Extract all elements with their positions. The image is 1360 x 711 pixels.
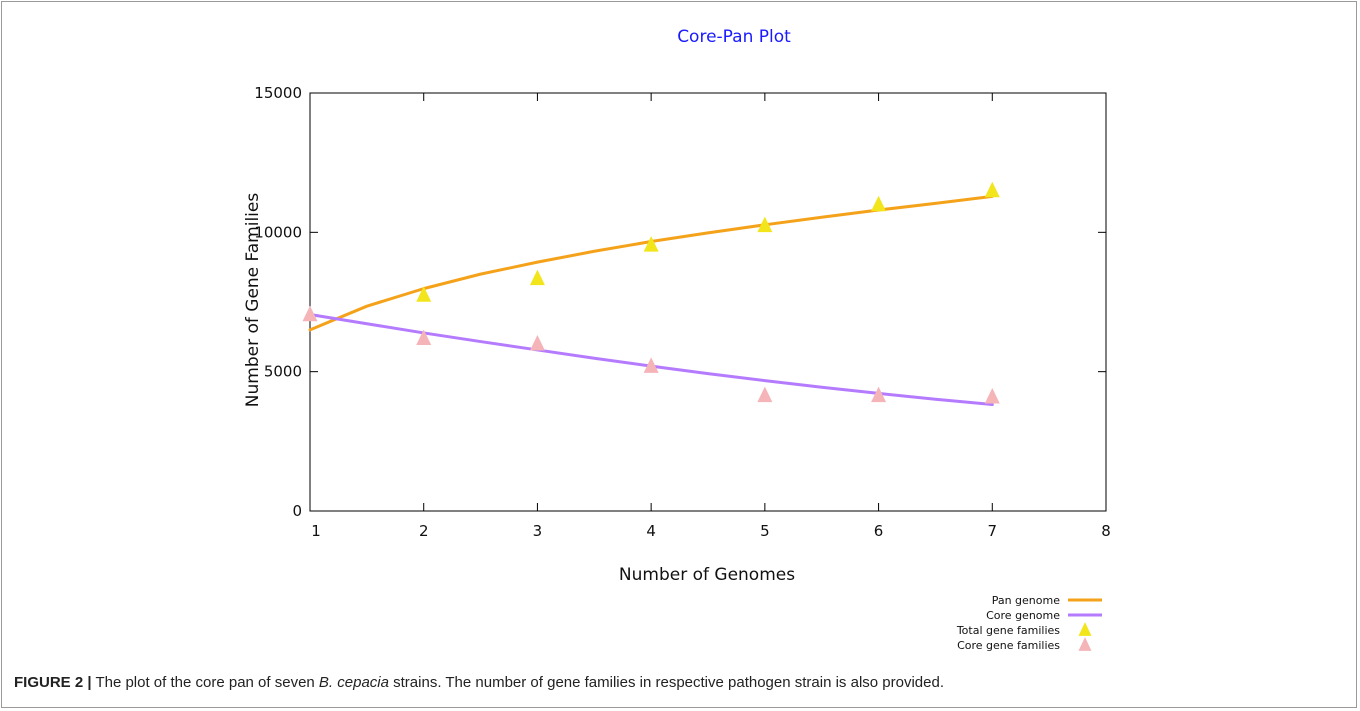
x-axis-label: Number of Genomes	[619, 565, 795, 585]
legend-label-pan-genome: Pan genome	[992, 594, 1061, 607]
core-gene-families-point	[757, 386, 773, 403]
core-gene-families-point	[302, 305, 318, 322]
total-gene-families-point	[984, 181, 1000, 198]
y-tick-label: 15000	[254, 84, 302, 102]
caption-species: B. cepacia	[318, 674, 389, 691]
x-tick-label: 1	[311, 522, 321, 540]
x-tick-label: 5	[760, 522, 770, 540]
y-tick-label: 0	[292, 502, 302, 520]
core-gene-families-point	[643, 357, 659, 373]
x-tick-label: 3	[533, 522, 543, 540]
total-gene-families-point	[416, 286, 432, 302]
x-tick-label: 4	[646, 522, 656, 540]
legend-swatch-core-gene-families	[1078, 637, 1092, 651]
core-gene-families-point	[529, 335, 545, 351]
pan-genome-line	[308, 194, 994, 332]
x-tick-label: 6	[874, 522, 884, 540]
total-gene-families-point	[529, 269, 545, 286]
plot-area: 1 2 3 4 5 6 7 8 0 5000 10000 15000	[254, 84, 1110, 540]
y-tick-label: 10000	[254, 223, 302, 241]
total-gene-families-point	[757, 216, 773, 233]
x-tick-label: 2	[419, 522, 429, 540]
legend-label-total-gene-families: Total gene families	[956, 624, 1060, 637]
legend-label-core-genome: Core genome	[986, 609, 1060, 622]
chart-title: Core-Pan Plot	[677, 27, 791, 47]
legend-swatch-total-gene-families	[1078, 622, 1092, 636]
total-gene-families-point	[643, 236, 659, 252]
y-axis-label: Number of Gene Families	[243, 193, 263, 408]
core-gene-families-point	[871, 386, 887, 403]
core-gene-families-point	[984, 387, 1000, 404]
core-gene-families-point	[416, 329, 432, 345]
total-gene-families-point	[871, 195, 887, 212]
x-tick-label: 8	[1101, 522, 1111, 540]
figure-label: FIGURE 2 |	[14, 674, 92, 691]
legend-label-core-gene-families: Core gene families	[957, 639, 1060, 652]
legend: Pan genome Core genome Total gene families…	[956, 594, 1102, 652]
figure-caption: FIGURE 2 | The plot of the core pan of s…	[14, 674, 1344, 691]
y-tick-label: 5000	[264, 363, 302, 381]
caption-text-before: The plot of the core pan of seven	[91, 674, 319, 691]
caption-text-after: strains. The number of gene families in …	[388, 674, 944, 691]
plot-border	[309, 92, 1107, 512]
x-tick-label: 7	[988, 522, 998, 540]
